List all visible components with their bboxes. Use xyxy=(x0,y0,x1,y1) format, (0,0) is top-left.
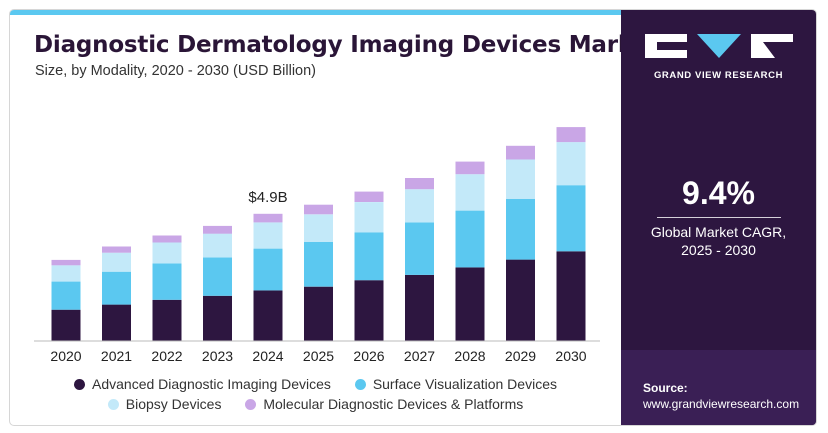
x-tick-label: 2023 xyxy=(202,348,233,364)
legend-label: Surface Visualization Devices xyxy=(372,376,557,392)
bar-segment-2021-series-4 xyxy=(102,246,131,253)
bar-segment-2030-series-1 xyxy=(556,251,586,341)
bar-segment-2026-series-3 xyxy=(354,202,384,233)
grand-view-research-logo xyxy=(645,34,793,58)
bar-segment-2025-series-2 xyxy=(304,241,333,287)
bar-segment-2029-series-1 xyxy=(506,259,535,341)
bar-segment-2026-series-4 xyxy=(354,191,384,202)
source-label: Source: xyxy=(643,381,688,395)
x-tick-label: 2030 xyxy=(555,348,586,364)
x-tick-label: 2029 xyxy=(505,348,536,364)
bar-segment-2025-series-3 xyxy=(304,214,333,242)
bar-segment-2030-series-4 xyxy=(556,127,586,143)
x-tick-label: 2024 xyxy=(252,348,283,364)
legend-label: Molecular Diagnostic Devices & Platforms xyxy=(263,396,524,412)
bar-segment-2023-series-2 xyxy=(203,257,232,296)
x-tick-label: 2027 xyxy=(404,348,435,364)
bar-segment-2025-series-4 xyxy=(304,204,333,215)
bar-segment-2021-series-3 xyxy=(102,252,131,272)
bar-segment-2028-series-4 xyxy=(455,161,485,175)
bar-segment-2023-series-3 xyxy=(203,233,232,258)
bar-segment-2027-series-1 xyxy=(405,274,434,341)
bar-segment-2020-series-2 xyxy=(51,281,81,310)
x-tick-label: 2022 xyxy=(151,348,182,364)
legend-label: Advanced Diagnostic Imaging Devices xyxy=(92,376,331,392)
bar-segment-2027-series-3 xyxy=(405,189,434,223)
bar-segment-2026-series-2 xyxy=(354,232,384,281)
bar-segment-2026-series-1 xyxy=(354,280,384,341)
bar-segment-2028-series-3 xyxy=(455,174,485,211)
bar-segment-2024-series-2 xyxy=(253,248,283,291)
source-box xyxy=(621,350,816,425)
source-url[interactable]: www.grandviewresearch.com xyxy=(643,397,800,411)
bar-segment-2027-series-4 xyxy=(405,178,434,190)
x-tick-label: 2025 xyxy=(303,348,334,364)
cagr-label-line-2: 2025 - 2030 xyxy=(681,242,756,258)
bar-segment-2029-series-3 xyxy=(506,159,535,199)
bar-segment-2020-series-3 xyxy=(51,265,81,282)
legend-row-1: Advanced Diagnostic Imaging Devices Surf… xyxy=(10,376,621,392)
legend-item: Molecular Diagnostic Devices & Platforms xyxy=(245,396,523,412)
legend-item: Advanced Diagnostic Imaging Devices xyxy=(74,376,331,392)
legend-item: Biopsy Devices xyxy=(107,396,222,412)
bar-segment-2024-series-3 xyxy=(253,222,283,249)
bar-segment-2030-series-3 xyxy=(556,142,586,186)
bar-segment-2022-series-4 xyxy=(152,235,182,243)
cagr-label-line-1: Global Market CAGR, xyxy=(650,224,787,240)
sidebar-panel: GRAND VIEW RESEARCH 9.4% Global Market C… xyxy=(621,10,816,425)
x-tick-label: 2028 xyxy=(454,348,485,364)
brand-name: GRAND VIEW RESEARCH xyxy=(653,70,784,81)
x-tick-label: 2026 xyxy=(353,348,384,364)
cagr-divider xyxy=(657,217,781,218)
bar-segment-2030-series-2 xyxy=(556,185,586,252)
bar-segment-2020-series-1 xyxy=(51,309,81,341)
bar-segment-2022-series-3 xyxy=(152,242,182,264)
bar-segment-2022-series-2 xyxy=(152,263,182,300)
data-label-annotation: $4.9B xyxy=(248,189,287,206)
legend-row-2: Biopsy Devices Molecular Diagnostic Devi… xyxy=(10,396,621,412)
cagr-value: 9.4% xyxy=(682,175,755,211)
bar-segment-2020-series-4 xyxy=(51,259,81,266)
legend-label: Biopsy Devices xyxy=(125,396,222,412)
x-tick-label: 2020 xyxy=(50,348,81,364)
bar-segment-2023-series-1 xyxy=(203,295,232,341)
x-tick-label: 2021 xyxy=(101,348,132,364)
bar-segment-2025-series-1 xyxy=(304,286,333,341)
cagr-label: Global Market CAGR, 2025 - 2030 xyxy=(621,223,816,259)
chart-subtitle: Size, by Modality, 2020 - 2030 (USD Bill… xyxy=(35,63,316,79)
bar-segment-2024-series-1 xyxy=(253,290,283,341)
chart-title: Diagnostic Dermatology Imaging Devices M… xyxy=(34,32,659,58)
legend-swatch xyxy=(354,379,366,390)
legend-item: Surface Visualization Devices xyxy=(354,376,557,392)
report-card: Diagnostic Dermatology Imaging Devices M… xyxy=(9,9,817,426)
bar-segment-2028-series-2 xyxy=(455,210,485,268)
bar-segment-2021-series-1 xyxy=(102,304,131,341)
bar-segment-2022-series-1 xyxy=(152,299,182,341)
stacked-bar-chart: 2020 2021 2022 2023 2024 $4.9B 2025 2026 2027 202… xyxy=(34,127,600,364)
legend-swatch xyxy=(74,379,86,390)
legend-swatch xyxy=(245,399,257,410)
bar-segment-2027-series-2 xyxy=(405,222,434,275)
bar-segment-2024-series-4 xyxy=(253,213,283,223)
bar-segment-2023-series-4 xyxy=(203,225,232,234)
bar-segment-2029-series-4 xyxy=(506,145,535,160)
bar-segment-2029-series-2 xyxy=(506,198,535,260)
accent-bar xyxy=(10,10,621,15)
legend-swatch xyxy=(107,399,119,410)
bar-segment-2021-series-2 xyxy=(102,271,131,305)
bar-segment-2028-series-1 xyxy=(455,267,485,341)
